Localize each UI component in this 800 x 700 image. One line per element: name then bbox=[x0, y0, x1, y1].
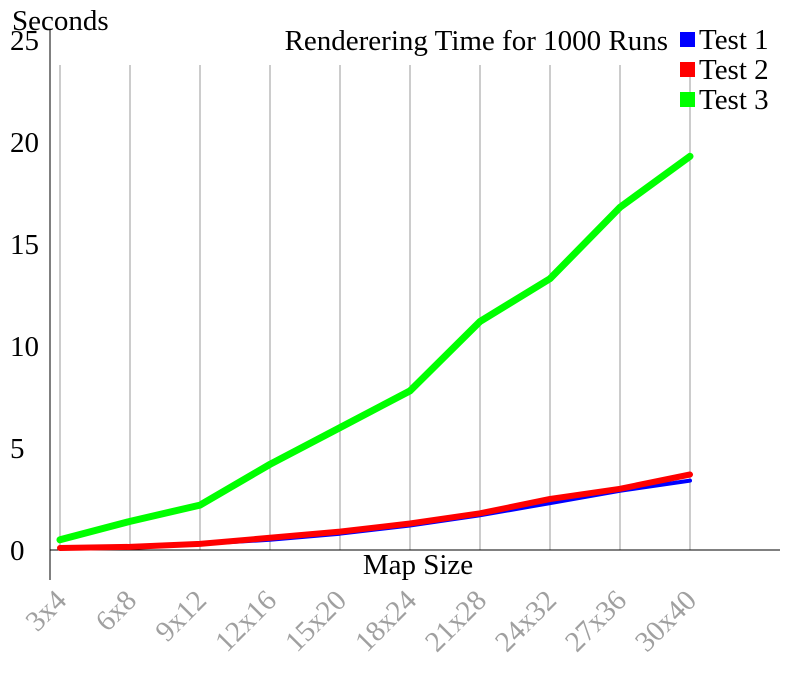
y-tick-label: 25 bbox=[10, 25, 39, 57]
x-tick-labels: 3x4 6x8 9x1212x1615x2018x2421x2824x3227x36… bbox=[20, 584, 703, 658]
y-axis-label: Seconds bbox=[12, 5, 109, 37]
legend-label: Test 1 bbox=[699, 24, 769, 56]
axes bbox=[49, 30, 780, 580]
series-line bbox=[57, 471, 693, 551]
x-tick-label: 9x12 bbox=[149, 584, 213, 648]
x-tick-label: 27x36 bbox=[559, 584, 633, 658]
x-tick-label: 24x32 bbox=[489, 584, 563, 658]
x-tick-label: 21x28 bbox=[419, 584, 493, 658]
legend-swatch bbox=[680, 92, 695, 107]
y-tick-labels: 0 5 10 15 20 25 bbox=[10, 25, 39, 567]
legend-label: Test 2 bbox=[699, 54, 769, 86]
y-tick-label: 10 bbox=[10, 331, 39, 363]
x-tick-label: 30x40 bbox=[629, 584, 703, 658]
legend-label: Test 3 bbox=[699, 84, 769, 116]
series-lines bbox=[56, 152, 694, 551]
x-axis-label: Map Size bbox=[363, 549, 473, 581]
y-tick-label: 0 bbox=[10, 535, 25, 567]
x-tick-label: 15x20 bbox=[279, 584, 353, 658]
x-tick-label: 18x24 bbox=[349, 584, 423, 658]
legend-swatch bbox=[680, 32, 695, 47]
legend-swatch bbox=[680, 62, 695, 77]
grid-lines bbox=[59, 65, 691, 550]
chart-title: Renderering Time for 1000 Runs bbox=[285, 25, 668, 57]
x-tick-label: 12x16 bbox=[209, 584, 283, 658]
series-line bbox=[56, 152, 694, 544]
y-tick-label: 5 bbox=[10, 433, 25, 465]
x-tick-label: 6x8 bbox=[90, 584, 143, 637]
y-tick-label: 15 bbox=[10, 229, 39, 261]
x-tick-label: 3x4 bbox=[20, 584, 74, 638]
y-tick-label: 20 bbox=[10, 127, 39, 159]
